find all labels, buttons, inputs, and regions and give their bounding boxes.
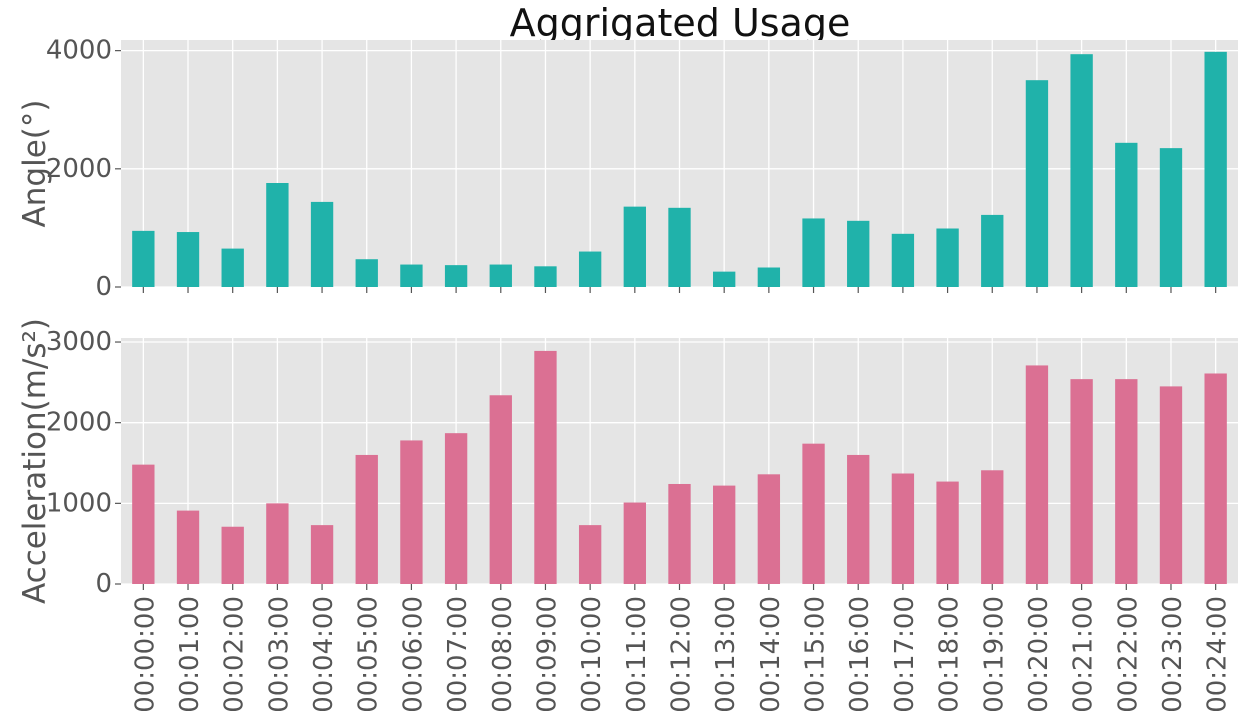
bar bbox=[534, 266, 557, 287]
bar bbox=[489, 264, 512, 287]
bar bbox=[757, 474, 781, 584]
bar bbox=[891, 473, 915, 584]
x-tick-label: 00:22:00 bbox=[1113, 596, 1143, 713]
bar bbox=[578, 525, 602, 584]
bar bbox=[981, 470, 1004, 584]
x-tick-label: 00:13:00 bbox=[711, 596, 741, 713]
bar bbox=[668, 483, 691, 584]
y-axis-label: Acceleration(m/s²) bbox=[17, 318, 53, 604]
panel-1: 0 2000 4000 Angle(°) bbox=[17, 36, 1238, 302]
x-tick-label: 00:18:00 bbox=[935, 596, 965, 713]
bar bbox=[1115, 379, 1138, 584]
bar bbox=[936, 481, 959, 584]
bar bbox=[221, 248, 244, 287]
bar bbox=[400, 264, 423, 287]
bar bbox=[578, 251, 602, 287]
x-tick-label: 00:16:00 bbox=[845, 596, 875, 713]
x-tick-label: 00:23:00 bbox=[1158, 596, 1188, 713]
x-tick-label: 00:15:00 bbox=[801, 596, 831, 713]
x-tick-label: 00:24:00 bbox=[1203, 596, 1233, 713]
bar bbox=[1159, 148, 1183, 287]
x-tick-label: 00:04:00 bbox=[309, 596, 339, 713]
x-tick-label: 00:17:00 bbox=[890, 596, 920, 713]
bar bbox=[1070, 379, 1093, 584]
x-tick-label: 00:05:00 bbox=[354, 596, 384, 713]
bar bbox=[1204, 51, 1227, 288]
bar bbox=[1204, 373, 1227, 584]
x-tick-label: 00:08:00 bbox=[488, 596, 518, 713]
bar bbox=[1025, 80, 1049, 287]
x-tick-label: 00:11:00 bbox=[622, 596, 652, 713]
bar bbox=[847, 220, 870, 287]
bar bbox=[668, 207, 691, 287]
x-tick-label: 00:09:00 bbox=[532, 596, 562, 713]
bar bbox=[310, 201, 334, 287]
y-tick-label: 4000 bbox=[46, 36, 112, 66]
y-tick-label: 1000 bbox=[46, 488, 112, 518]
bar bbox=[1159, 386, 1183, 584]
x-tick-label: 00:20:00 bbox=[1024, 596, 1054, 713]
bar bbox=[355, 454, 378, 584]
bar bbox=[400, 440, 423, 584]
x-tick-label: 00:19:00 bbox=[979, 596, 1009, 713]
bar bbox=[1025, 365, 1049, 584]
x-tick-label: 00:02:00 bbox=[220, 596, 250, 713]
y-tick-label: 0 bbox=[95, 272, 112, 302]
bar bbox=[444, 433, 468, 584]
x-tick-label: 00:12:00 bbox=[667, 596, 697, 713]
bar bbox=[266, 183, 289, 287]
x-tick-label: 00:07:00 bbox=[443, 596, 473, 713]
y-tick-label: 2000 bbox=[46, 154, 112, 184]
x-tick-label: 00:01:00 bbox=[175, 596, 205, 713]
chart-panels: 0 2000 4000 Angle(°) 0 1000 2000 3000Accelerati… bbox=[17, 36, 1238, 713]
bar bbox=[623, 502, 646, 584]
bar bbox=[936, 228, 959, 287]
x-tick-label: 00:00:00 bbox=[130, 596, 160, 713]
bar bbox=[623, 206, 646, 287]
x-tick-label: 00:14:00 bbox=[756, 596, 786, 713]
bar bbox=[176, 510, 200, 584]
chart-title: Aggrigated Usage bbox=[510, 1, 851, 45]
x-tick-label: 00:06:00 bbox=[398, 596, 428, 713]
x-tick-label: 00:03:00 bbox=[264, 596, 294, 713]
bar bbox=[489, 395, 512, 584]
x-tick-label: 00:21:00 bbox=[1069, 596, 1099, 713]
bar bbox=[176, 232, 200, 287]
bar bbox=[132, 464, 155, 584]
x-tick-label: 00:10:00 bbox=[577, 596, 607, 713]
bar bbox=[757, 267, 781, 287]
bar bbox=[221, 526, 244, 584]
y-tick-label: 2000 bbox=[46, 408, 112, 438]
y-tick-label: 3000 bbox=[46, 327, 112, 357]
bar bbox=[534, 350, 557, 584]
bar bbox=[891, 233, 915, 287]
bar bbox=[713, 271, 736, 287]
bar bbox=[802, 218, 825, 287]
bar bbox=[847, 454, 870, 584]
bar bbox=[266, 503, 289, 584]
bar bbox=[802, 443, 825, 584]
y-tick-label: 0 bbox=[95, 569, 112, 599]
bar bbox=[310, 525, 334, 584]
bar bbox=[1070, 54, 1093, 287]
y-axis-label: Angle(°) bbox=[17, 100, 53, 228]
bar bbox=[355, 259, 378, 287]
bar bbox=[444, 265, 468, 287]
bar bbox=[132, 230, 155, 287]
bar bbox=[1115, 142, 1138, 287]
bar bbox=[713, 485, 736, 584]
bar bbox=[981, 214, 1004, 287]
